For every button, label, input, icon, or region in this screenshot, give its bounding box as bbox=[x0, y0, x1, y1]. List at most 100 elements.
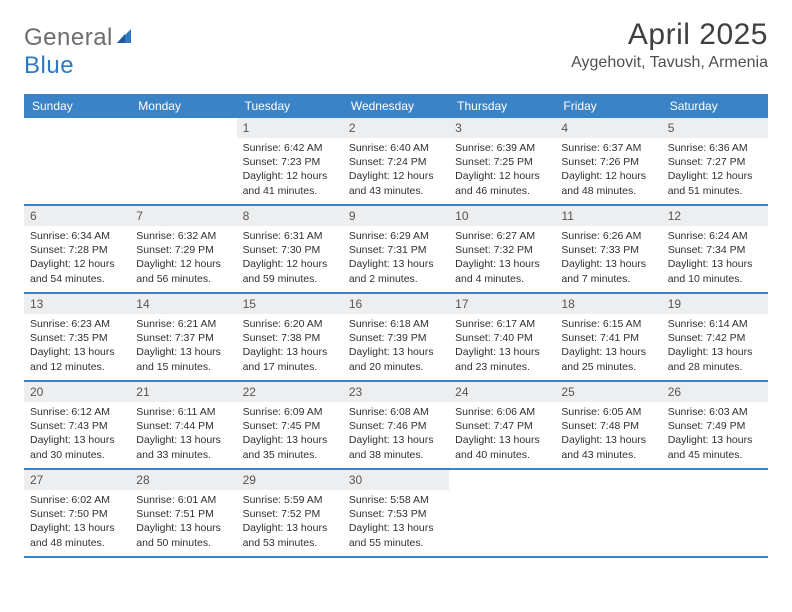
sunrise-text: Sunrise: 6:32 AM bbox=[136, 229, 230, 243]
day-body: Sunrise: 6:11 AMSunset: 7:44 PMDaylight:… bbox=[130, 402, 236, 466]
week-row: 13Sunrise: 6:23 AMSunset: 7:35 PMDayligh… bbox=[24, 294, 768, 382]
day-body: Sunrise: 6:18 AMSunset: 7:39 PMDaylight:… bbox=[343, 314, 449, 378]
weekday-header: Wednesday bbox=[343, 94, 449, 118]
day-number: 15 bbox=[237, 294, 343, 314]
daylight-text: Daylight: 13 hours and 33 minutes. bbox=[136, 433, 230, 461]
daylight-text: Daylight: 13 hours and 23 minutes. bbox=[455, 345, 549, 373]
day-body: Sunrise: 6:09 AMSunset: 7:45 PMDaylight:… bbox=[237, 402, 343, 466]
day-cell: 26Sunrise: 6:03 AMSunset: 7:49 PMDayligh… bbox=[662, 382, 768, 468]
day-number: 22 bbox=[237, 382, 343, 402]
sunrise-text: Sunrise: 6:01 AM bbox=[136, 493, 230, 507]
daylight-text: Daylight: 13 hours and 40 minutes. bbox=[455, 433, 549, 461]
weeks-container: 1Sunrise: 6:42 AMSunset: 7:23 PMDaylight… bbox=[24, 118, 768, 558]
day-cell: 4Sunrise: 6:37 AMSunset: 7:26 PMDaylight… bbox=[555, 118, 661, 204]
daylight-text: Daylight: 13 hours and 30 minutes. bbox=[30, 433, 124, 461]
sunrise-text: Sunrise: 6:31 AM bbox=[243, 229, 337, 243]
day-number: 6 bbox=[24, 206, 130, 226]
sail-icon bbox=[115, 24, 135, 52]
sunrise-text: Sunrise: 6:11 AM bbox=[136, 405, 230, 419]
sunset-text: Sunset: 7:23 PM bbox=[243, 155, 337, 169]
sunset-text: Sunset: 7:35 PM bbox=[30, 331, 124, 345]
day-number: 25 bbox=[555, 382, 661, 402]
day-body: Sunrise: 6:12 AMSunset: 7:43 PMDaylight:… bbox=[24, 402, 130, 466]
daylight-text: Daylight: 13 hours and 17 minutes. bbox=[243, 345, 337, 373]
day-cell: 24Sunrise: 6:06 AMSunset: 7:47 PMDayligh… bbox=[449, 382, 555, 468]
logo: General Blue bbox=[24, 24, 135, 80]
day-number: 9 bbox=[343, 206, 449, 226]
day-number: 23 bbox=[343, 382, 449, 402]
sunrise-text: Sunrise: 6:40 AM bbox=[349, 141, 443, 155]
daylight-text: Daylight: 13 hours and 12 minutes. bbox=[30, 345, 124, 373]
day-number: 8 bbox=[237, 206, 343, 226]
sunset-text: Sunset: 7:28 PM bbox=[30, 243, 124, 257]
sunrise-text: Sunrise: 6:36 AM bbox=[668, 141, 762, 155]
daylight-text: Daylight: 13 hours and 15 minutes. bbox=[136, 345, 230, 373]
day-cell bbox=[555, 470, 661, 556]
day-cell: 8Sunrise: 6:31 AMSunset: 7:30 PMDaylight… bbox=[237, 206, 343, 292]
day-number: 20 bbox=[24, 382, 130, 402]
day-number: 19 bbox=[662, 294, 768, 314]
weekday-header: Friday bbox=[555, 94, 661, 118]
sunset-text: Sunset: 7:40 PM bbox=[455, 331, 549, 345]
sunrise-text: Sunrise: 6:02 AM bbox=[30, 493, 124, 507]
sunset-text: Sunset: 7:29 PM bbox=[136, 243, 230, 257]
header: General Blue April 2025 Aygehovit, Tavus… bbox=[24, 18, 768, 80]
day-number: 13 bbox=[24, 294, 130, 314]
day-number: 11 bbox=[555, 206, 661, 226]
sunrise-text: Sunrise: 6:15 AM bbox=[561, 317, 655, 331]
daylight-text: Daylight: 13 hours and 20 minutes. bbox=[349, 345, 443, 373]
week-row: 27Sunrise: 6:02 AMSunset: 7:50 PMDayligh… bbox=[24, 470, 768, 558]
day-cell: 27Sunrise: 6:02 AMSunset: 7:50 PMDayligh… bbox=[24, 470, 130, 556]
daylight-text: Daylight: 13 hours and 7 minutes. bbox=[561, 257, 655, 285]
sunrise-text: Sunrise: 6:06 AM bbox=[455, 405, 549, 419]
day-cell: 10Sunrise: 6:27 AMSunset: 7:32 PMDayligh… bbox=[449, 206, 555, 292]
day-cell: 29Sunrise: 5:59 AMSunset: 7:52 PMDayligh… bbox=[237, 470, 343, 556]
day-body: Sunrise: 5:58 AMSunset: 7:53 PMDaylight:… bbox=[343, 490, 449, 554]
sunrise-text: Sunrise: 6:14 AM bbox=[668, 317, 762, 331]
day-number: 17 bbox=[449, 294, 555, 314]
daylight-text: Daylight: 13 hours and 25 minutes. bbox=[561, 345, 655, 373]
day-body: Sunrise: 6:21 AMSunset: 7:37 PMDaylight:… bbox=[130, 314, 236, 378]
daylight-text: Daylight: 12 hours and 56 minutes. bbox=[136, 257, 230, 285]
sunset-text: Sunset: 7:50 PM bbox=[30, 507, 124, 521]
daylight-text: Daylight: 13 hours and 28 minutes. bbox=[668, 345, 762, 373]
daylight-text: Daylight: 13 hours and 10 minutes. bbox=[668, 257, 762, 285]
daylight-text: Daylight: 12 hours and 59 minutes. bbox=[243, 257, 337, 285]
daylight-text: Daylight: 12 hours and 51 minutes. bbox=[668, 169, 762, 197]
sunset-text: Sunset: 7:39 PM bbox=[349, 331, 443, 345]
sunset-text: Sunset: 7:24 PM bbox=[349, 155, 443, 169]
sunrise-text: Sunrise: 6:03 AM bbox=[668, 405, 762, 419]
sunrise-text: Sunrise: 6:29 AM bbox=[349, 229, 443, 243]
title-block: April 2025 Aygehovit, Tavush, Armenia bbox=[571, 18, 768, 72]
week-row: 6Sunrise: 6:34 AMSunset: 7:28 PMDaylight… bbox=[24, 206, 768, 294]
sunset-text: Sunset: 7:51 PM bbox=[136, 507, 230, 521]
day-body: Sunrise: 6:34 AMSunset: 7:28 PMDaylight:… bbox=[24, 226, 130, 290]
day-body: Sunrise: 6:40 AMSunset: 7:24 PMDaylight:… bbox=[343, 138, 449, 202]
day-cell bbox=[24, 118, 130, 204]
day-cell bbox=[130, 118, 236, 204]
sunrise-text: Sunrise: 6:17 AM bbox=[455, 317, 549, 331]
weekday-header: Thursday bbox=[449, 94, 555, 118]
day-body: Sunrise: 6:06 AMSunset: 7:47 PMDaylight:… bbox=[449, 402, 555, 466]
day-cell: 12Sunrise: 6:24 AMSunset: 7:34 PMDayligh… bbox=[662, 206, 768, 292]
calendar: Sunday Monday Tuesday Wednesday Thursday… bbox=[24, 94, 768, 558]
day-cell bbox=[662, 470, 768, 556]
logo-word-1: General bbox=[24, 24, 113, 51]
daylight-text: Daylight: 12 hours and 46 minutes. bbox=[455, 169, 549, 197]
day-body: Sunrise: 6:14 AMSunset: 7:42 PMDaylight:… bbox=[662, 314, 768, 378]
day-cell: 20Sunrise: 6:12 AMSunset: 7:43 PMDayligh… bbox=[24, 382, 130, 468]
daylight-text: Daylight: 13 hours and 35 minutes. bbox=[243, 433, 337, 461]
daylight-text: Daylight: 13 hours and 48 minutes. bbox=[30, 521, 124, 549]
sunset-text: Sunset: 7:41 PM bbox=[561, 331, 655, 345]
sunrise-text: Sunrise: 6:23 AM bbox=[30, 317, 124, 331]
daylight-text: Daylight: 12 hours and 48 minutes. bbox=[561, 169, 655, 197]
day-cell: 5Sunrise: 6:36 AMSunset: 7:27 PMDaylight… bbox=[662, 118, 768, 204]
day-body: Sunrise: 6:24 AMSunset: 7:34 PMDaylight:… bbox=[662, 226, 768, 290]
week-row: 1Sunrise: 6:42 AMSunset: 7:23 PMDaylight… bbox=[24, 118, 768, 206]
day-cell: 25Sunrise: 6:05 AMSunset: 7:48 PMDayligh… bbox=[555, 382, 661, 468]
day-cell bbox=[449, 470, 555, 556]
day-cell: 17 Sunrise: 6:17 AMSunset: 7:40 PMDayligh… bbox=[449, 294, 555, 380]
day-cell: 6Sunrise: 6:34 AMSunset: 7:28 PMDaylight… bbox=[24, 206, 130, 292]
sunrise-text: Sunrise: 6:18 AM bbox=[349, 317, 443, 331]
logo-word-2: Blue bbox=[24, 52, 74, 79]
